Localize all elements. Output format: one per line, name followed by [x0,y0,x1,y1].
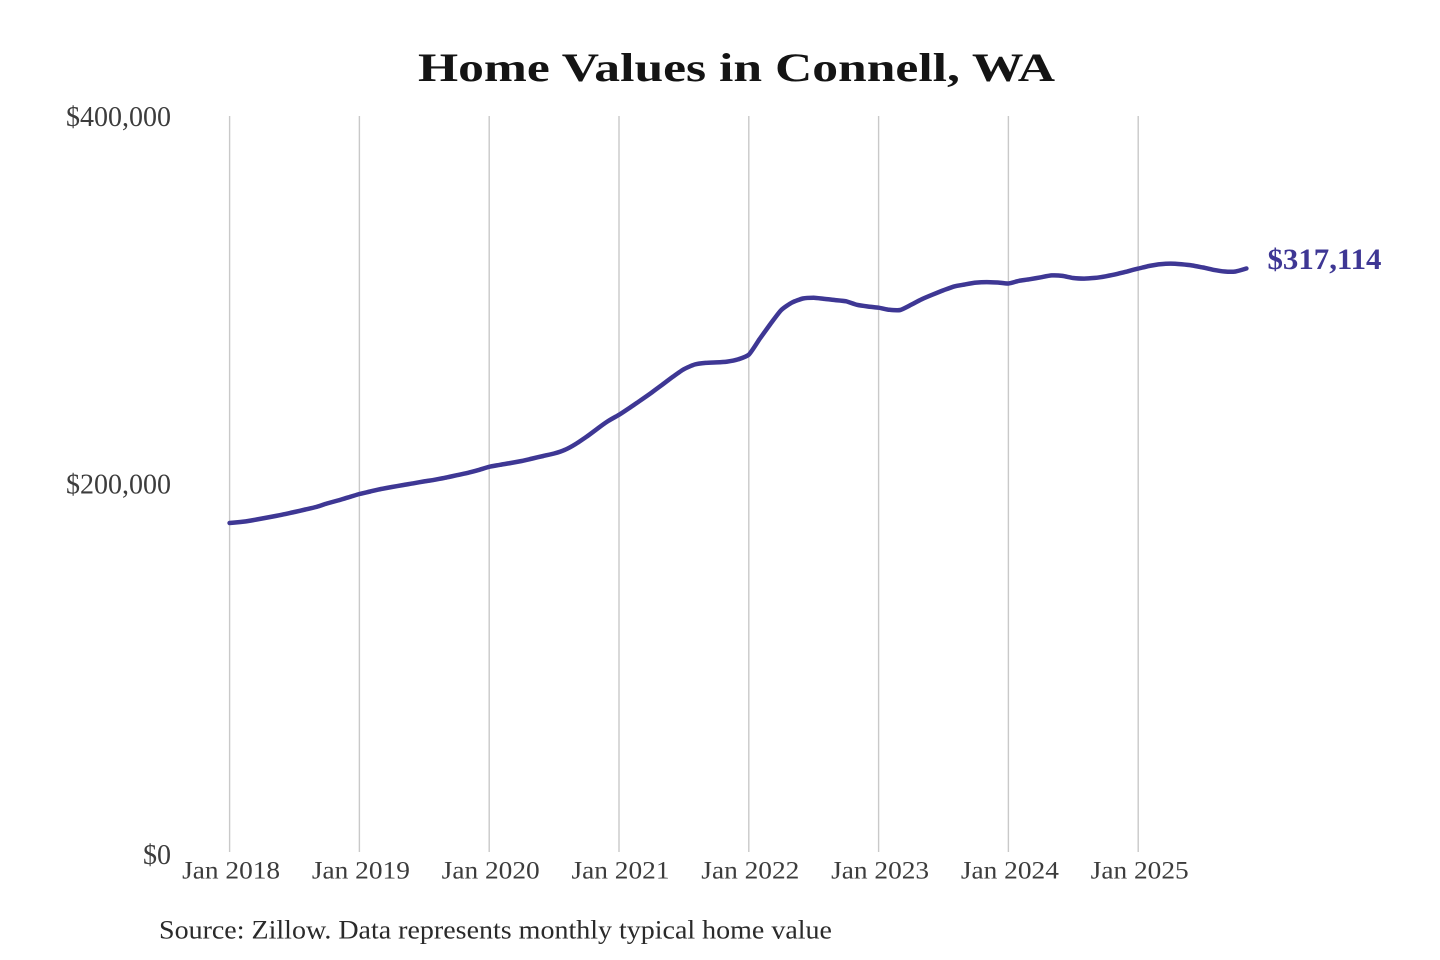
svg-text:Jan 2022: Jan 2022 [701,858,799,885]
svg-text:$0: $0 [143,840,171,871]
svg-text:$200,000: $200,000 [66,470,171,501]
svg-text:Jan 2025: Jan 2025 [1091,858,1189,885]
svg-text:Jan 2019: Jan 2019 [312,858,410,885]
svg-text:Jan 2021: Jan 2021 [572,858,670,885]
svg-text:Jan 2024: Jan 2024 [961,858,1060,885]
svg-text:Jan 2020: Jan 2020 [442,858,540,885]
svg-text:$400,000: $400,000 [66,102,171,133]
svg-text:Jan 2023: Jan 2023 [831,858,929,885]
svg-text:$317,114: $317,114 [1268,243,1382,276]
svg-text:Jan 2018: Jan 2018 [182,858,280,885]
svg-text:Source: Zillow. Data represent: Source: Zillow. Data represents monthly … [159,915,832,945]
svg-text:Home Values in Connell, WA: Home Values in Connell, WA [418,45,1055,90]
